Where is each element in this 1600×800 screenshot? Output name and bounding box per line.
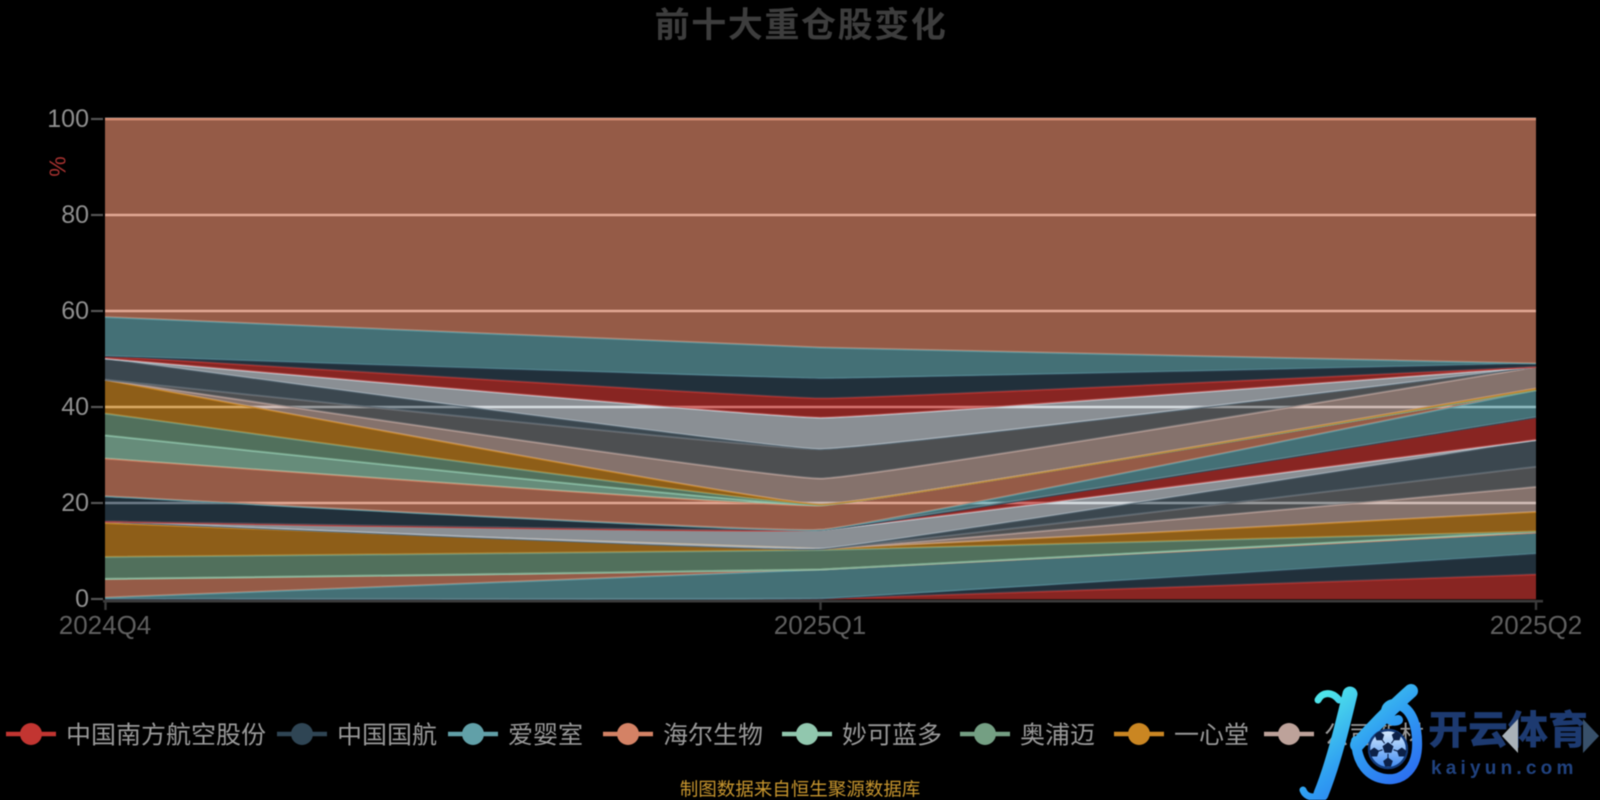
svg-text:kaiyun.com: kaiyun.com <box>1431 758 1578 779</box>
